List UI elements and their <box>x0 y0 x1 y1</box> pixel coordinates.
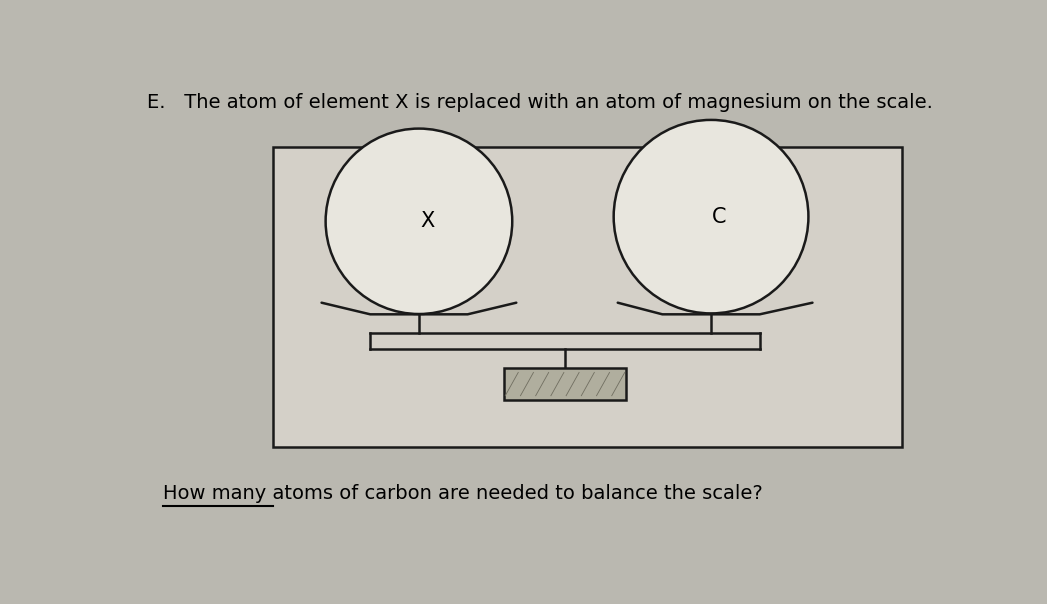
Bar <box>273 147 901 447</box>
Text: X: X <box>420 211 435 231</box>
Ellipse shape <box>614 120 808 313</box>
Text: E.   The atom of element X is replaced with an atom of magnesium on the scale.: E. The atom of element X is replaced wit… <box>147 94 933 112</box>
Text: C: C <box>712 207 727 226</box>
Ellipse shape <box>326 129 512 314</box>
Text: How many atoms of carbon are needed to balance the scale?: How many atoms of carbon are needed to b… <box>163 484 763 503</box>
Bar <box>505 368 626 400</box>
